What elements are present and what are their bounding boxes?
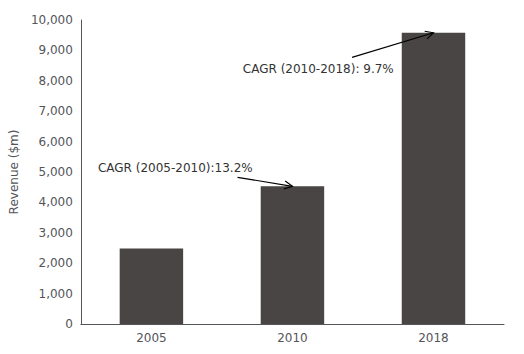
svg-text:0: 0 [65, 317, 73, 331]
svg-text:2018: 2018 [418, 331, 449, 345]
svg-text:7,000: 7,000 [39, 104, 73, 118]
svg-text:9,000: 9,000 [39, 43, 73, 57]
svg-text:CAGR (2010-2018): 9.7%: CAGR (2010-2018): 9.7% [243, 62, 394, 76]
svg-text:8,000: 8,000 [39, 74, 73, 88]
svg-text:2010: 2010 [277, 331, 308, 345]
svg-text:4,000: 4,000 [39, 195, 73, 209]
svg-text:2005: 2005 [136, 331, 167, 345]
svg-text:1,000: 1,000 [39, 287, 73, 301]
svg-text:CAGR (2005-2010):13.2%: CAGR (2005-2010):13.2% [98, 161, 253, 175]
svg-text:Revenue ($m): Revenue ($m) [7, 130, 21, 215]
svg-text:5,000: 5,000 [39, 165, 73, 179]
svg-text:6,000: 6,000 [39, 135, 73, 149]
svg-text:10,000: 10,000 [31, 13, 73, 27]
svg-text:3,000: 3,000 [39, 226, 73, 240]
svg-text:2,000: 2,000 [39, 256, 73, 270]
